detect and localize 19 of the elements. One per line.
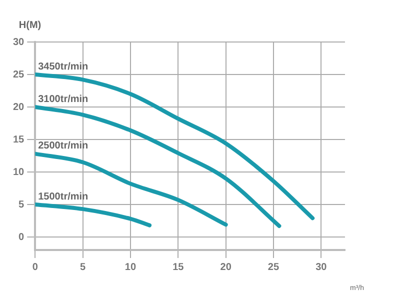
line-series (35, 202, 152, 228)
y-tick-label: 30 (13, 36, 25, 48)
x-tick-label: 15 (172, 262, 184, 273)
x-tick-label: 5 (80, 262, 86, 273)
y-tick-label: 15 (13, 134, 25, 146)
y-tick-label: 0 (18, 232, 25, 243)
x-tick-label: 30 (316, 262, 328, 273)
x-tick-label: 25 (268, 262, 280, 273)
y-axis-title: H(M) (18, 20, 42, 31)
x-tick-label: 20 (220, 262, 232, 273)
x-tick-label: 0 (32, 262, 38, 273)
y-tick-label: 5 (18, 199, 25, 210)
y-tick-label: 25 (13, 69, 25, 80)
y-tick-label: 10 (13, 166, 25, 178)
x-tick-label: 10 (124, 262, 136, 273)
line-series (35, 105, 282, 228)
line-series (35, 72, 315, 220)
line-series (35, 152, 228, 227)
y-tick-label: 20 (13, 102, 25, 113)
